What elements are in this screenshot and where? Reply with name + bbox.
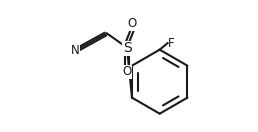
Text: N: N: [70, 44, 79, 57]
Text: O: O: [122, 65, 132, 78]
Text: F: F: [168, 37, 175, 50]
Text: S: S: [123, 41, 131, 55]
Text: O: O: [128, 17, 137, 30]
